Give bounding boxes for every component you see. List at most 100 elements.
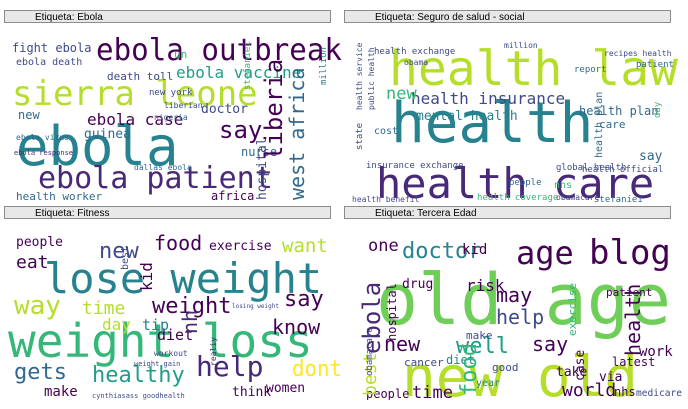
cloud-word: million [504,41,538,50]
cloud-word: people [366,387,409,400]
cloud-word: recipes health [604,49,672,58]
cloud-word: say [639,149,663,164]
cloud-word: make [44,384,78,400]
cloud-word: ebola virus [16,133,69,142]
cloud-word: work [639,344,673,360]
cloud-word: report [574,65,607,75]
cloud-word: weight loss [8,314,313,368]
cloud-word: health [621,284,645,356]
word-cloud: old age new old doctor age blog one kid risk may… [344,222,684,400]
cloud-word: ebola death [16,57,82,68]
cloud-word: diet [157,326,193,344]
cloud-word: weight [152,294,231,319]
word-cloud: lose weight weight loss gets healthy help foo… [4,222,344,400]
panel-label: Etiqueta: Seguro de salud - social [344,10,671,23]
cloud-word: losing weight [232,303,279,310]
cloud-word: one [368,236,399,256]
cloud-word: dont [292,357,342,382]
cloud-word: say [219,116,262,144]
cloud-word: state [355,123,365,150]
cloud-word: want [282,235,328,257]
cloud-word: risk [466,276,505,295]
cloud-word: best [360,353,381,396]
cloud-word: old age [376,259,671,341]
cloud-word: nigeria [154,113,188,122]
cloud-word: cynthiasass goodhealth [92,392,185,400]
cloud-word: healthy [92,363,185,388]
cloud-word: kid [462,242,487,258]
cloud-word: time [412,383,453,400]
cloud-word: help [496,305,544,329]
cloud-word: realiy [209,337,218,366]
cloud-word: stefaniei [243,41,253,90]
cloud-word: obamacare [556,193,600,202]
cloud-word: sierra leone [12,74,258,114]
cloud-word: good [492,361,519,374]
cloud-word: obama [404,58,428,67]
cloud-word: obamacare [365,327,375,376]
cloud-word: health [391,91,593,156]
cloud-word: death toll [107,70,173,83]
cloud-word: health insurance [411,89,565,108]
cloud-word: new [386,84,417,104]
cloud-word: ebola response [14,149,73,157]
cloud-word: weight gain [134,360,180,368]
cloud-word: guinea [84,127,131,142]
cloud-word: latest [612,355,655,369]
cloud-word: dallas ebola [134,163,192,172]
cloud-word: food [154,231,202,255]
cloud-word: drug [402,277,433,292]
panel-label: Etiqueta: Ebola [4,10,331,23]
cloud-word: insurance exchange [366,161,464,171]
cloud-word: year [476,378,500,389]
cloud-word: gets [14,360,67,385]
cloud-word: day [102,315,131,334]
cloud-word: tip [142,316,169,334]
cloud-word: health coverage [477,193,558,203]
cloud-word: exercise [566,283,579,336]
cloud-word: un [174,48,187,61]
cloud-word: liberia [260,59,288,160]
cloud-word: nurse [241,145,277,159]
cloud-word: make [466,329,493,342]
cloud-word: day [653,101,663,118]
cloud-word: know [272,315,321,339]
cloud-word: help [196,350,263,383]
cloud-word: doctor [402,239,481,264]
cloud-word: new old [402,345,638,400]
cloud-word: hospital [255,137,270,200]
cloud-word: new [18,108,40,122]
cloud-word: say [532,332,568,356]
cloud-word: care [599,118,626,131]
cloud-word: health service [355,42,364,110]
cloud-word: people [16,235,63,250]
panel-label: Etiqueta: Tercera Edad [344,206,671,219]
cloud-word: ebola [16,115,179,178]
cloud-word: health official [582,165,663,175]
cloud-word: eat [16,252,49,273]
cloud-word: think [232,385,271,400]
cloud-word: say [284,287,324,312]
cloud-word: ebola [358,282,386,354]
cloud-word: via [599,370,622,385]
cloud-word: ebola outbreak [96,33,342,68]
cloud-word: take [556,365,587,380]
cloud-word: health exchange [374,47,455,57]
cloud-word: health worker [16,190,102,203]
cloud-word: way [14,291,61,321]
cloud-word: nhs [614,385,636,399]
cloud-word: well [456,334,509,359]
cloud-word: world [562,380,616,400]
cloud-word: public health [367,47,376,110]
cloud-word: exercise [209,239,272,254]
cloud-word: health law [389,41,678,97]
cloud-word: age [516,234,574,272]
cloud-word: cancer [404,356,444,369]
cloud-word: new york [149,88,193,98]
cloud-word: patient [636,60,674,70]
cloud-word: case [573,350,588,381]
cloud-word: west africa [285,68,309,200]
word-cloud: health law health health care health insura… [344,26,684,204]
